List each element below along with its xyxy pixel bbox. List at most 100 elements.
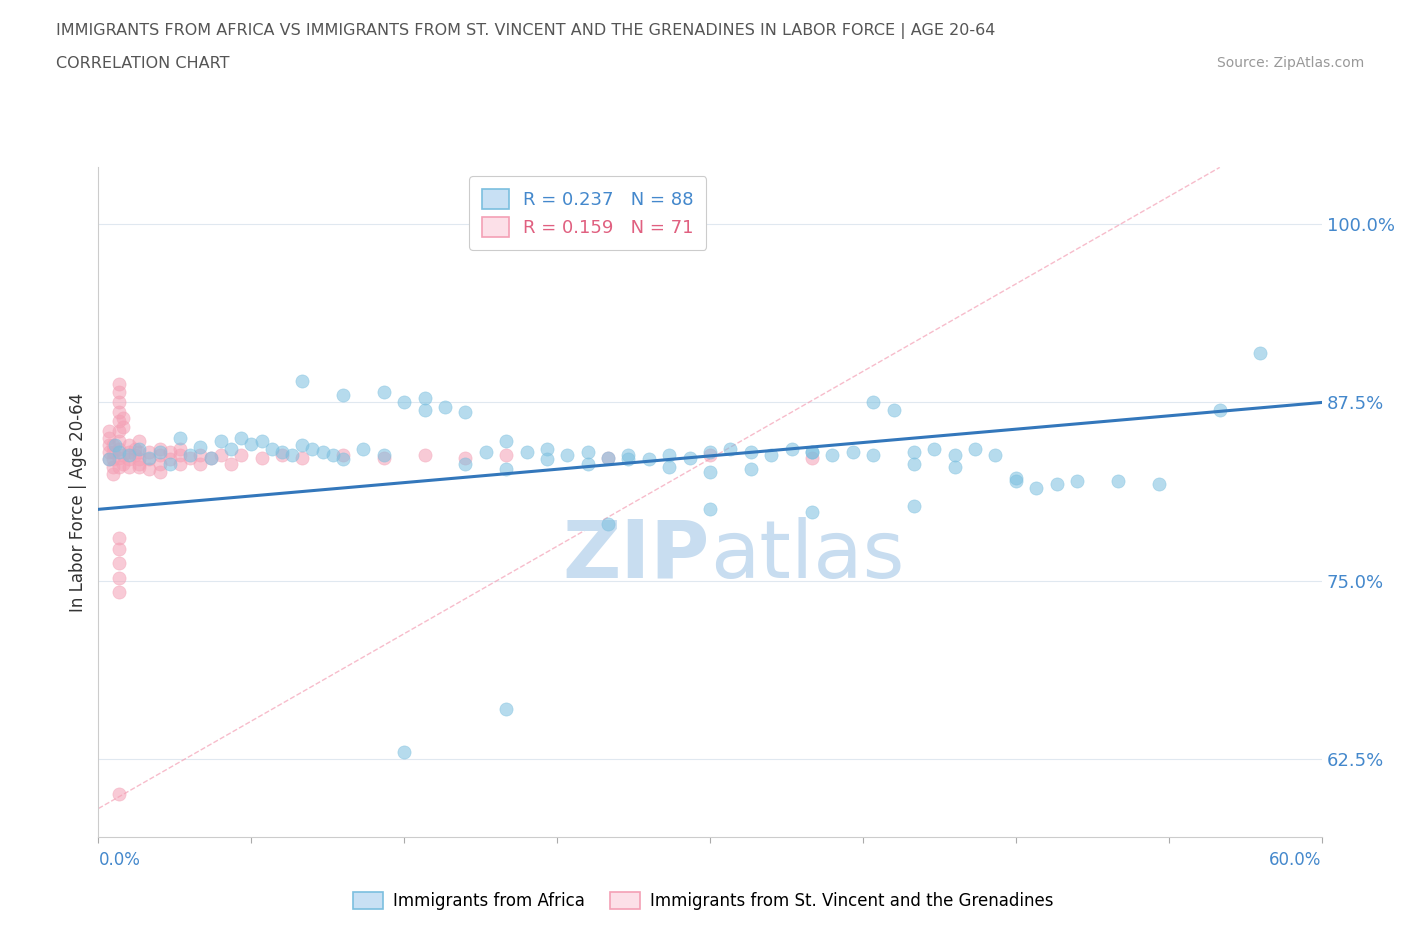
Point bbox=[495, 447, 517, 462]
Point bbox=[200, 451, 222, 466]
Point bbox=[332, 447, 354, 462]
Point bbox=[332, 388, 354, 403]
Point bbox=[108, 414, 131, 429]
Point bbox=[984, 447, 1007, 462]
Point bbox=[821, 447, 844, 462]
Point bbox=[118, 459, 141, 474]
Point bbox=[118, 445, 141, 459]
Point bbox=[637, 452, 661, 467]
Point bbox=[124, 447, 146, 462]
Point bbox=[965, 442, 987, 457]
Point bbox=[862, 447, 884, 462]
Point bbox=[1249, 345, 1271, 360]
Point bbox=[108, 423, 131, 438]
Text: atlas: atlas bbox=[710, 517, 904, 595]
Point bbox=[108, 451, 131, 466]
Point bbox=[413, 447, 436, 462]
Point bbox=[179, 447, 201, 462]
Point bbox=[97, 431, 120, 445]
Point bbox=[149, 442, 172, 457]
Text: ZIP: ZIP bbox=[562, 517, 710, 595]
Point bbox=[200, 451, 222, 466]
Point bbox=[179, 451, 201, 466]
Point bbox=[1004, 471, 1026, 485]
Point bbox=[128, 459, 150, 474]
Point bbox=[1004, 473, 1026, 488]
Point bbox=[1025, 481, 1047, 496]
Point bbox=[392, 744, 416, 759]
Point bbox=[454, 405, 477, 419]
Point bbox=[598, 516, 620, 531]
Point bbox=[108, 459, 131, 474]
Point bbox=[240, 436, 263, 451]
Point bbox=[169, 447, 191, 462]
Point bbox=[108, 787, 131, 802]
Point bbox=[209, 433, 232, 448]
Point bbox=[1045, 476, 1069, 491]
Point bbox=[169, 442, 191, 457]
Point bbox=[118, 447, 141, 462]
Point bbox=[188, 447, 212, 462]
Point bbox=[169, 457, 191, 472]
Point bbox=[474, 445, 498, 459]
Point bbox=[495, 433, 517, 448]
Point bbox=[495, 462, 517, 477]
Text: Source: ZipAtlas.com: Source: ZipAtlas.com bbox=[1216, 56, 1364, 70]
Point bbox=[138, 451, 160, 466]
Point bbox=[576, 445, 599, 459]
Point bbox=[454, 457, 477, 472]
Point bbox=[903, 499, 925, 514]
Point bbox=[108, 377, 131, 392]
Point bbox=[943, 447, 966, 462]
Point bbox=[352, 442, 374, 457]
Point bbox=[149, 445, 172, 459]
Point bbox=[413, 391, 436, 405]
Point bbox=[373, 385, 395, 400]
Point bbox=[149, 447, 172, 462]
Point bbox=[699, 447, 721, 462]
Point bbox=[291, 451, 314, 466]
Point bbox=[301, 442, 323, 457]
Point bbox=[270, 445, 294, 459]
Point bbox=[108, 556, 131, 571]
Point bbox=[97, 445, 120, 459]
Point bbox=[108, 405, 131, 419]
Point bbox=[1066, 473, 1088, 488]
Point bbox=[97, 423, 120, 438]
Legend: Immigrants from Africa, Immigrants from St. Vincent and the Grenadines: Immigrants from Africa, Immigrants from … bbox=[346, 885, 1060, 917]
Point bbox=[104, 438, 127, 453]
Point bbox=[658, 447, 681, 462]
Point bbox=[97, 452, 120, 467]
Point bbox=[922, 442, 945, 457]
Point bbox=[740, 445, 762, 459]
Text: 60.0%: 60.0% bbox=[1270, 851, 1322, 869]
Point bbox=[740, 462, 762, 477]
Text: CORRELATION CHART: CORRELATION CHART bbox=[56, 56, 229, 71]
Point bbox=[617, 452, 640, 467]
Point bbox=[128, 442, 150, 457]
Point bbox=[322, 447, 344, 462]
Point bbox=[169, 431, 191, 445]
Point bbox=[159, 452, 181, 467]
Point bbox=[97, 452, 120, 467]
Point bbox=[159, 445, 181, 459]
Point bbox=[118, 438, 141, 453]
Point bbox=[801, 505, 824, 520]
Point bbox=[108, 385, 131, 400]
Point bbox=[862, 395, 884, 410]
Point bbox=[718, 442, 742, 457]
Point bbox=[231, 431, 253, 445]
Y-axis label: In Labor Force | Age 20-64: In Labor Force | Age 20-64 bbox=[69, 392, 87, 612]
Point bbox=[101, 438, 124, 453]
Point bbox=[219, 442, 242, 457]
Point bbox=[281, 447, 304, 462]
Point bbox=[128, 457, 150, 472]
Point bbox=[219, 457, 242, 472]
Point bbox=[1147, 476, 1170, 491]
Point bbox=[373, 447, 395, 462]
Point bbox=[149, 457, 172, 472]
Point bbox=[260, 442, 283, 457]
Text: IMMIGRANTS FROM AFRICA VS IMMIGRANTS FROM ST. VINCENT AND THE GRENADINES IN LABO: IMMIGRANTS FROM AFRICA VS IMMIGRANTS FRO… bbox=[56, 23, 995, 39]
Point bbox=[598, 451, 620, 466]
Text: 0.0%: 0.0% bbox=[98, 851, 141, 869]
